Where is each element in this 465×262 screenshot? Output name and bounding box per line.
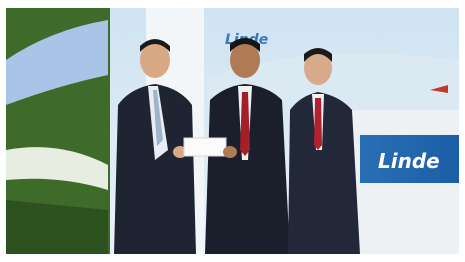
envelope [184,138,226,156]
hand [223,146,237,158]
page: Linde Linde (() => { const data = JSON.p… [0,0,465,262]
photo: Linde Linde [0,0,465,262]
sign-logo: Linde [378,149,440,173]
